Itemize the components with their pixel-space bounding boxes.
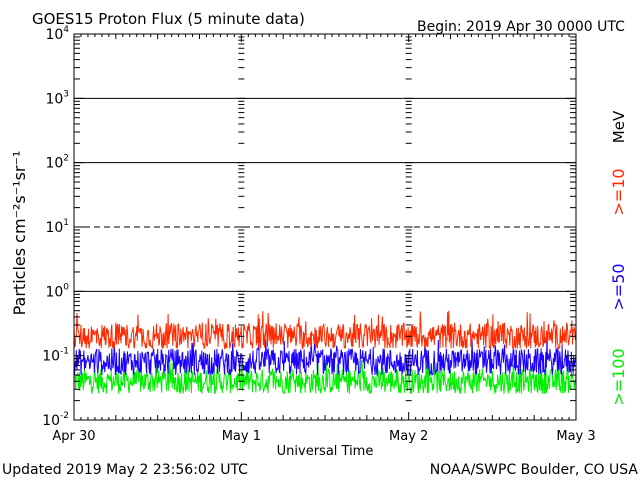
x-tick-label: Apr 30 [52, 429, 95, 444]
series-line-0 [73, 310, 577, 350]
series-line-1 [73, 336, 577, 377]
energy-unit-label: MeV [610, 110, 628, 143]
legend-series-10mev: >=10 [609, 168, 628, 215]
legend-series-100mev: >=100 [609, 348, 628, 405]
y-tick-label: 10-2 [42, 411, 69, 429]
legend-series-50mev: >=50 [609, 263, 628, 310]
y-tick-label: 100 [45, 282, 69, 300]
chart-title: GOES15 Proton Flux (5 minute data) [32, 10, 305, 28]
updated-timestamp: Updated 2019 May 2 23:56:02 UTC [2, 462, 248, 478]
series-line-2 [73, 358, 577, 395]
credit-text: NOAA/SWPC Boulder, CO USA [430, 462, 639, 478]
y-tick-label: 104 [45, 25, 69, 43]
y-tick-label: 103 [45, 89, 69, 107]
x-tick-label: May 1 [222, 429, 261, 444]
x-axis-label: Universal Time [277, 444, 374, 459]
x-tick-label: May 3 [556, 429, 595, 444]
y-tick-label: 101 [45, 218, 69, 236]
y-axis-label: Particles cm⁻²s⁻¹sr⁻¹ [10, 151, 29, 316]
x-tick-label: May 2 [389, 429, 428, 444]
y-tick-label: 102 [45, 154, 69, 172]
y-tick-label: 10-1 [42, 347, 69, 365]
begin-label: Begin: 2019 Apr 30 0000 UTC [417, 19, 625, 35]
